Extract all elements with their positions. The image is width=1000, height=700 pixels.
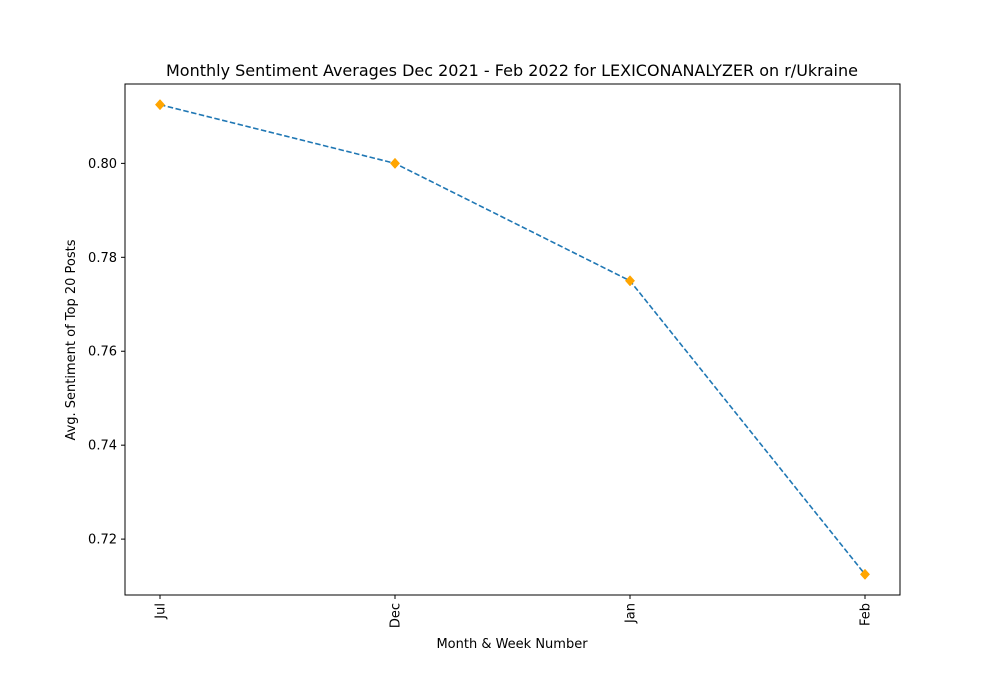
plot-area <box>124 83 901 596</box>
x-axis: Jul Dec Jan Feb <box>154 595 874 628</box>
data-point <box>624 275 636 287</box>
y-axis-label: Avg. Sentiment of Top 20 Posts <box>64 239 79 440</box>
series-layer <box>154 99 871 580</box>
x-tick-label: Dec <box>389 603 404 628</box>
y-axis: 0.72 0.74 0.76 0.78 0.80 <box>88 157 125 548</box>
data-point <box>859 568 871 580</box>
y-tick-label: 0.80 <box>88 157 117 172</box>
y-tick-label: 0.78 <box>88 251 117 266</box>
series-line <box>159 103 866 575</box>
x-tick-label: Jul <box>154 603 169 620</box>
y-tick-label: 0.76 <box>88 345 117 360</box>
y-tick-label: 0.72 <box>88 533 117 548</box>
x-tick-label: Jan <box>624 603 639 624</box>
chart-title: Monthly Sentiment Averages Dec 2021 - Fe… <box>166 61 858 80</box>
data-point <box>389 157 401 169</box>
x-tick-label: Feb <box>859 603 874 626</box>
x-axis-label: Month & Week Number <box>436 637 588 652</box>
data-point <box>154 99 166 111</box>
y-tick-label: 0.74 <box>88 439 117 454</box>
